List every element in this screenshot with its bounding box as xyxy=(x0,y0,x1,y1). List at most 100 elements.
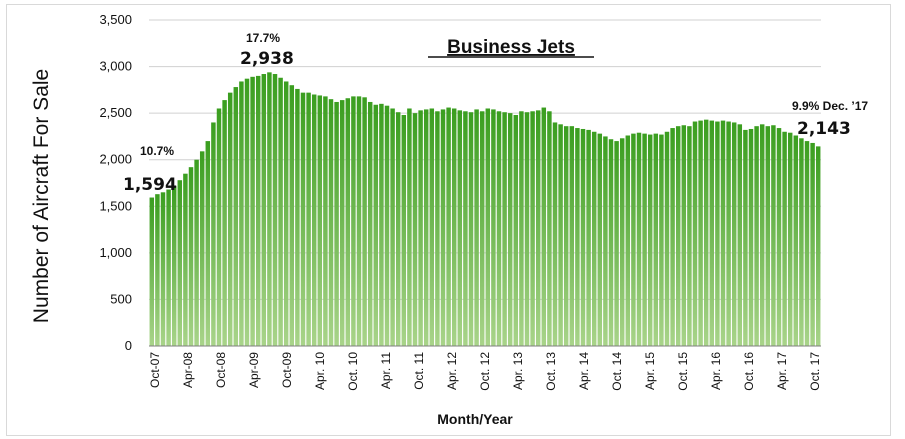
bar xyxy=(603,136,608,346)
bar xyxy=(771,125,776,346)
x-tick-label: Oct. 15 xyxy=(676,352,690,391)
bar xyxy=(412,113,418,346)
x-tick-label: Apr. 16 xyxy=(709,352,723,390)
bar xyxy=(474,109,479,346)
bar xyxy=(765,126,771,347)
annotation-peak-pct: 17.7% xyxy=(246,31,280,45)
y-tick-label: 500 xyxy=(110,291,132,306)
bar xyxy=(194,159,199,346)
bar xyxy=(239,81,244,346)
x-tick-label: Apr. 10 xyxy=(313,352,327,390)
bar xyxy=(563,126,569,347)
bar xyxy=(244,78,250,347)
bar xyxy=(479,111,485,346)
bar xyxy=(183,173,188,346)
bar xyxy=(199,151,205,346)
bar xyxy=(715,121,720,346)
bar xyxy=(440,109,446,346)
bar xyxy=(160,192,166,346)
bar xyxy=(323,96,328,346)
annotation-start-value: 1,594 xyxy=(123,175,177,195)
bar xyxy=(390,108,395,347)
annotation-peak-value: 2,938 xyxy=(240,49,294,69)
bar xyxy=(754,126,759,347)
x-tick-label: Apr. 14 xyxy=(577,352,591,390)
bar xyxy=(748,128,754,346)
bar xyxy=(698,120,703,346)
bar xyxy=(625,135,631,346)
bar xyxy=(328,99,334,346)
bar xyxy=(407,108,412,347)
bar xyxy=(166,189,171,346)
bar xyxy=(507,113,513,346)
x-tick-label: Oct-09 xyxy=(280,352,294,388)
bar xyxy=(535,110,541,346)
bar xyxy=(395,112,401,347)
y-tick-label: 2,500 xyxy=(99,105,132,120)
bar xyxy=(283,81,289,346)
bar xyxy=(446,107,451,346)
bar xyxy=(451,108,457,347)
bar xyxy=(334,101,339,346)
bar xyxy=(524,112,530,347)
bar xyxy=(659,134,664,346)
bar xyxy=(205,141,211,346)
x-tick-label: Apr-08 xyxy=(181,352,195,388)
bar xyxy=(155,194,160,346)
bar xyxy=(776,128,782,346)
bar xyxy=(619,138,625,346)
annotation-end-value: 2,143 xyxy=(797,119,851,139)
y-tick-label: 0 xyxy=(125,338,132,353)
bar xyxy=(670,128,675,346)
bar xyxy=(608,139,614,346)
bar xyxy=(782,131,787,346)
bar xyxy=(300,92,306,347)
bar xyxy=(362,97,367,346)
bar xyxy=(429,108,435,347)
x-tick-label: Oct-07 xyxy=(148,352,162,388)
x-tick-label: Apr. 12 xyxy=(445,352,459,390)
x-tick-label: Apr-09 xyxy=(247,352,261,388)
bar xyxy=(804,141,810,346)
bar xyxy=(306,92,311,347)
bar xyxy=(731,122,737,347)
x-tick-label: Apr. 17 xyxy=(775,352,789,390)
y-tick-label: 2,000 xyxy=(99,152,132,167)
bar xyxy=(222,100,227,346)
bar xyxy=(401,115,407,346)
x-tick-label: Apr. 11 xyxy=(379,352,393,389)
bar xyxy=(569,126,575,347)
bar xyxy=(541,107,547,346)
bar xyxy=(171,185,177,346)
bar xyxy=(491,109,496,346)
bar xyxy=(793,135,799,346)
y-tick-label: 3,000 xyxy=(99,59,132,74)
x-tick-label: Oct. 16 xyxy=(742,352,756,391)
bar xyxy=(591,131,597,346)
bar xyxy=(216,108,222,347)
bar xyxy=(367,101,373,346)
bar xyxy=(423,109,429,346)
bar xyxy=(575,128,580,346)
x-tick-label: Oct. 12 xyxy=(478,352,492,391)
x-tick-label: Oct-08 xyxy=(214,352,228,388)
bar xyxy=(586,129,591,346)
bar xyxy=(631,133,636,346)
x-tick-label: Oct. 11 xyxy=(412,352,426,390)
bar xyxy=(597,133,603,346)
x-axis-label: Month/Year xyxy=(437,411,513,427)
bar xyxy=(311,94,317,346)
bar xyxy=(614,141,619,346)
bar xyxy=(810,142,815,346)
bar xyxy=(261,74,267,347)
bar xyxy=(267,72,272,346)
bar xyxy=(317,95,323,346)
bar xyxy=(496,111,502,346)
bar xyxy=(726,121,731,346)
bar xyxy=(580,128,586,346)
annotation-end-pct: 9.9% Dec. ’17 xyxy=(792,99,868,113)
bar xyxy=(703,119,709,346)
y-tick-label: 1,500 xyxy=(99,198,132,213)
bar xyxy=(351,96,356,346)
